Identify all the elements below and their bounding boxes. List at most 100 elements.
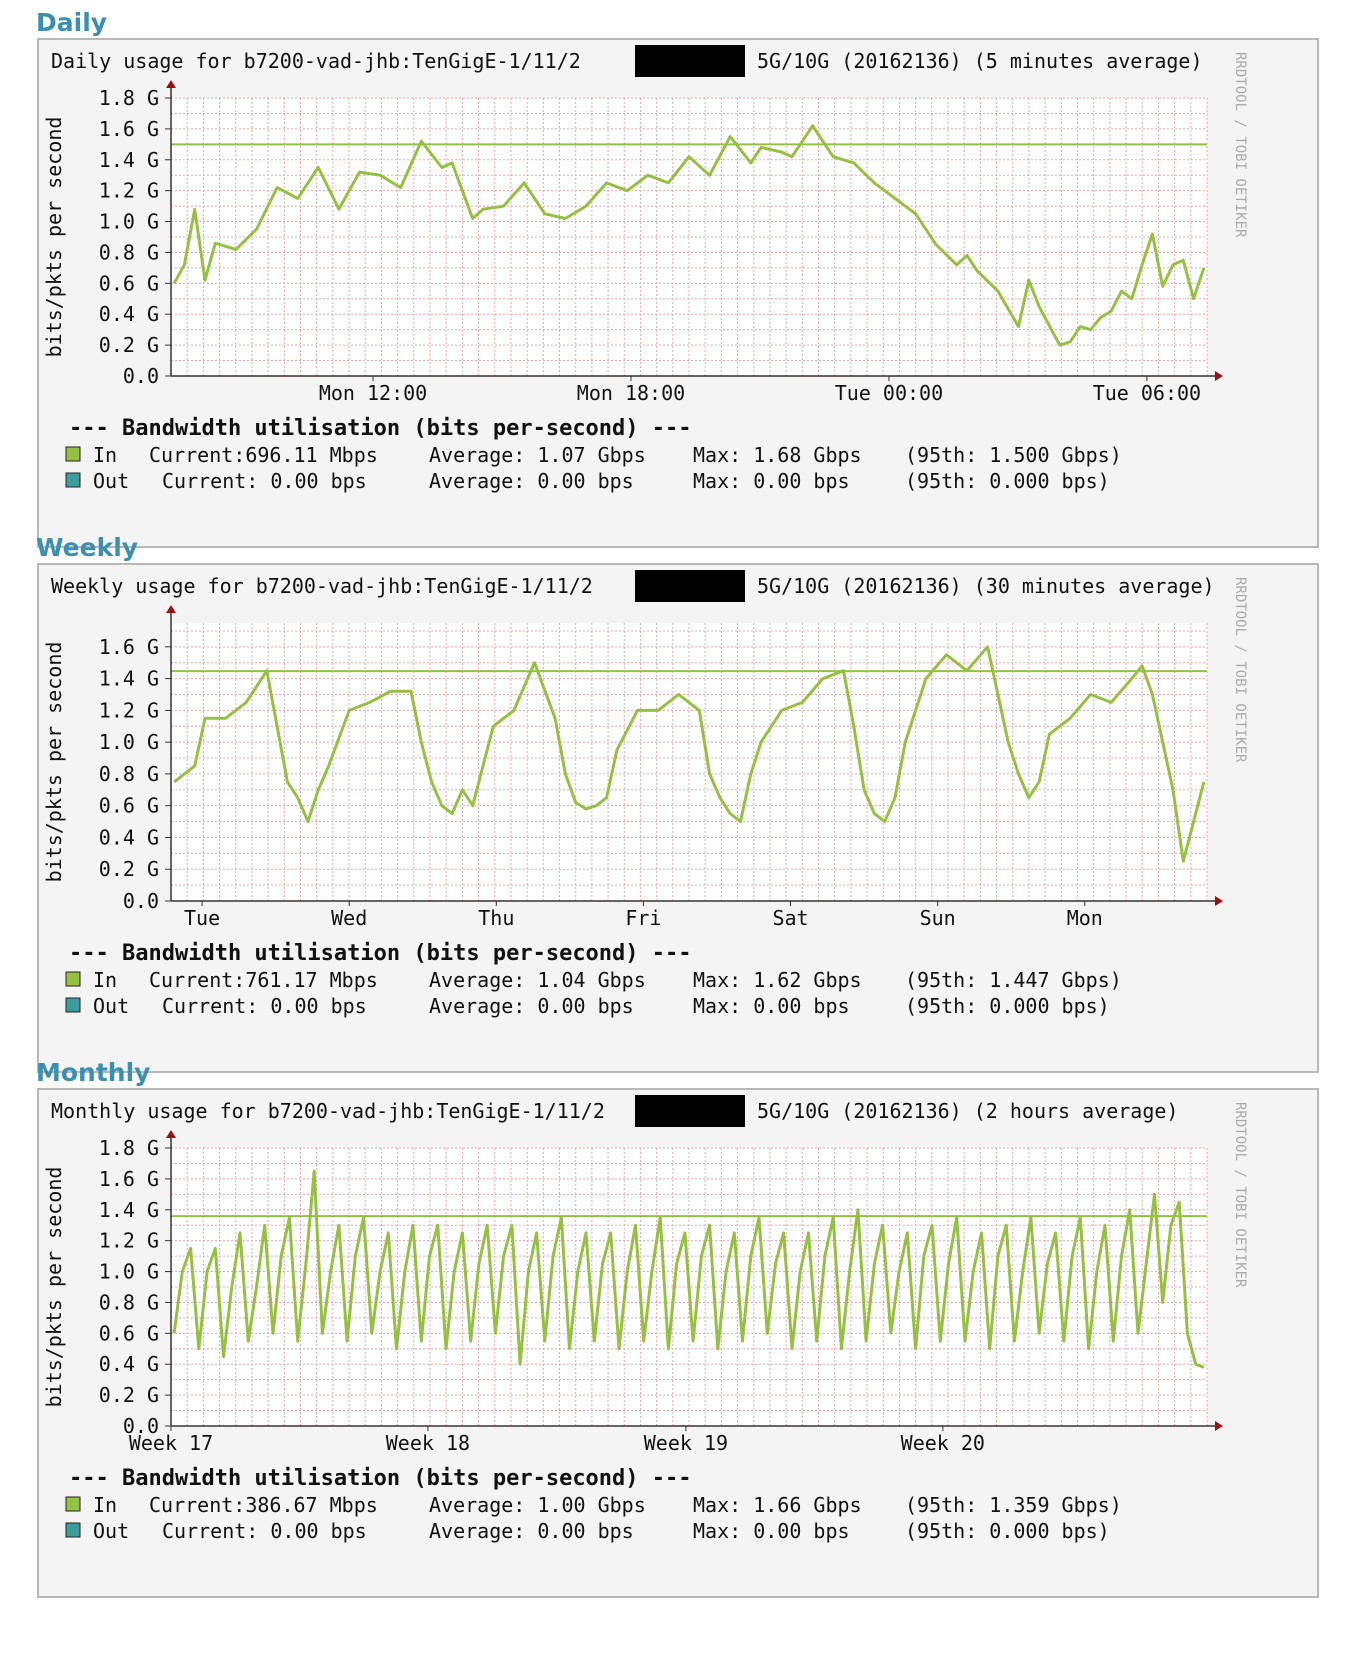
legend-swatch-in	[65, 446, 81, 462]
x-tick-label: Fri	[625, 906, 661, 930]
legend-current: Current: 0.00 bps	[162, 1519, 367, 1543]
legend-current: Current:386.67 Mbps	[149, 1493, 378, 1517]
legend-name: In	[93, 1493, 117, 1517]
legend-average: Average: 0.00 bps	[429, 469, 634, 493]
y-tick-label: 0.8 G	[99, 762, 159, 786]
y-axis-label: bits/pkts per second	[42, 117, 66, 358]
x-tick-label: Mon	[1067, 906, 1103, 930]
legend-header: --- Bandwidth utilisation (bits per-seco…	[69, 941, 692, 966]
graph-title-prefix: Weekly usage for b7200-vad-jhb:TenGigE-1…	[51, 574, 593, 598]
legend-header: --- Bandwidth utilisation (bits per-seco…	[69, 1466, 692, 1491]
y-axis-label: bits/pkts per second	[42, 1167, 66, 1408]
graph-title-suffix: 5G/10G (20162136) (5 minutes average)	[757, 49, 1203, 73]
graph-svg: Weekly usage for b7200-vad-jhb:TenGigE-1…	[42, 570, 1248, 1018]
x-tick-label: Week 19	[644, 1431, 728, 1455]
y-tick-label: 0.0	[123, 1414, 159, 1438]
rrdtool-watermark: RRDTOOL / TOBI OETIKER	[1232, 52, 1248, 238]
y-tick-label: 0.4 G	[99, 302, 159, 326]
redaction-block	[635, 570, 745, 602]
daily-graph-panel: Daily usage for b7200-vad-jhb:TenGigE-1/…	[37, 38, 1319, 548]
x-tick-label: Mon 18:00	[577, 381, 685, 405]
legend-average: Average: 1.07 Gbps	[429, 443, 646, 467]
y-tick-label: 1.2 G	[99, 698, 159, 722]
y-axis-arrow	[166, 1130, 176, 1138]
x-tick-label: Thu	[478, 906, 514, 930]
monthly-graph-panel: Monthly usage for b7200-vad-jhb:TenGigE-…	[37, 1088, 1319, 1598]
y-tick-label: 1.6 G	[99, 635, 159, 659]
y-tick-label: 1.4 G	[99, 667, 159, 691]
y-tick-label: 1.8 G	[99, 1136, 159, 1160]
graph-title-prefix: Monthly usage for b7200-vad-jhb:TenGigE-…	[51, 1099, 605, 1123]
weekly-heading: Weekly	[36, 533, 139, 562]
y-tick-label: 0.6 G	[99, 794, 159, 818]
y-tick-label: 1.6 G	[99, 1167, 159, 1191]
y-tick-label: 0.6 G	[99, 1321, 159, 1345]
y-tick-label: 0.0	[123, 889, 159, 913]
legend-header: --- Bandwidth utilisation (bits per-seco…	[69, 416, 692, 441]
graph-title-prefix: Daily usage for b7200-vad-jhb:TenGigE-1/…	[51, 49, 581, 73]
monthly-heading: Monthly	[36, 1058, 151, 1087]
legend-max: Max: 1.66 Gbps	[693, 1493, 862, 1517]
y-tick-label: 1.0 G	[99, 210, 159, 234]
graph-svg: Monthly usage for b7200-vad-jhb:TenGigE-…	[42, 1095, 1248, 1543]
legend-swatch-out	[65, 472, 81, 488]
y-tick-label: 0.8 G	[99, 240, 159, 264]
y-tick-label: 1.4 G	[99, 148, 159, 172]
redaction-block	[635, 45, 745, 77]
x-axis-arrow	[1215, 1421, 1223, 1431]
x-tick-label: Mon 12:00	[319, 381, 427, 405]
legend-max: Max: 0.00 bps	[693, 994, 850, 1018]
legend-average: Average: 0.00 bps	[429, 1519, 634, 1543]
y-tick-label: 0.8 G	[99, 1290, 159, 1314]
y-tick-label: 1.2 G	[99, 1229, 159, 1253]
y-tick-label: 0.0	[123, 364, 159, 388]
legend-average: Average: 1.00 Gbps	[429, 1493, 646, 1517]
x-tick-label: Wed	[331, 906, 367, 930]
y-tick-label: 1.6 G	[99, 117, 159, 141]
y-tick-label: 1.4 G	[99, 1198, 159, 1222]
legend-average: Average: 1.04 Gbps	[429, 968, 646, 992]
series-line-in	[173, 645, 1206, 863]
legend-p95: (95th: 0.000 bps)	[905, 469, 1110, 493]
legend-swatch-in	[65, 971, 81, 987]
y-axis-label: bits/pkts per second	[42, 642, 66, 883]
x-tick-label: Week 17	[129, 1431, 213, 1455]
y-tick-label: 0.2 G	[99, 333, 159, 357]
y-tick-label: 0.4 G	[99, 1352, 159, 1376]
y-tick-label: 0.4 G	[99, 825, 159, 849]
redaction-block	[635, 1095, 745, 1127]
legend-current: Current:696.11 Mbps	[149, 443, 378, 467]
x-tick-label: Week 18	[386, 1431, 470, 1455]
x-tick-label: Sat	[772, 906, 808, 930]
y-tick-label: 1.0 G	[99, 730, 159, 754]
y-tick-label: 0.2 G	[99, 1383, 159, 1407]
legend-max: Max: 1.68 Gbps	[693, 443, 862, 467]
legend-current: Current: 0.00 bps	[162, 994, 367, 1018]
legend-average: Average: 0.00 bps	[429, 994, 634, 1018]
legend-p95: (95th: 1.447 Gbps)	[905, 968, 1122, 992]
graph-title-suffix: 5G/10G (20162136) (30 minutes average)	[757, 574, 1215, 598]
legend-max: Max: 0.00 bps	[693, 1519, 850, 1543]
legend-name: Out	[93, 1519, 129, 1543]
x-tick-label: Tue	[184, 906, 220, 930]
y-tick-label: 0.2 G	[99, 857, 159, 881]
x-tick-label: Tue 06:00	[1093, 381, 1201, 405]
legend-current: Current:761.17 Mbps	[149, 968, 378, 992]
legend-name: Out	[93, 994, 129, 1018]
y-axis-arrow	[166, 80, 176, 88]
rrdtool-watermark: RRDTOOL / TOBI OETIKER	[1232, 1102, 1248, 1288]
legend-p95: (95th: 0.000 bps)	[905, 1519, 1110, 1543]
legend-name: In	[93, 968, 117, 992]
series-line-in	[172, 124, 1206, 347]
legend-name: Out	[93, 469, 129, 493]
grid-lines	[171, 623, 1208, 901]
series-line-in	[172, 1169, 1205, 1369]
legend-current: Current: 0.00 bps	[162, 469, 367, 493]
y-tick-label: 0.6 G	[99, 271, 159, 295]
y-tick-label: 1.2 G	[99, 179, 159, 203]
x-axis-arrow	[1215, 371, 1223, 381]
legend-p95: (95th: 1.500 Gbps)	[905, 443, 1122, 467]
x-tick-label: Tue 00:00	[835, 381, 943, 405]
legend-max: Max: 1.62 Gbps	[693, 968, 862, 992]
rrdtool-watermark: RRDTOOL / TOBI OETIKER	[1232, 577, 1248, 763]
